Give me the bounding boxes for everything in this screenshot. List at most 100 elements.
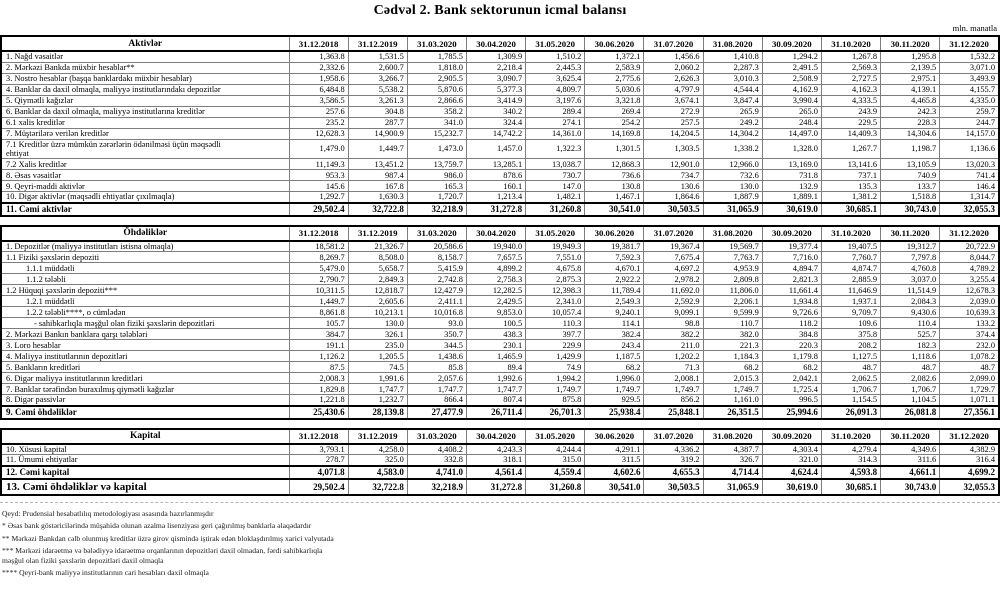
cell-value: 13,020.3: [939, 158, 1000, 171]
cell-value: 220.3: [761, 339, 822, 352]
cell-value: 10,016.8: [406, 306, 467, 319]
table-row: 7. Müştərilərə verilən kreditlər 12,628.3…: [0, 127, 1000, 140]
cell-value: 1,363.8: [288, 50, 349, 63]
cell-value: 1,205.5: [347, 350, 408, 363]
cell-value: 232.0: [939, 339, 1000, 352]
cell-value: 1,438.6: [406, 350, 467, 363]
table-row: 1.2.1 müddətli 1,449.7 2,605.6 2,411.1 2,429…: [0, 295, 1000, 308]
cell-value: 1,473.0: [406, 138, 467, 160]
footnote: *** Mərkəzi idarəetmə və bələdiyyə idarə…: [2, 546, 323, 565]
cell-value: 25,848.1: [643, 404, 704, 420]
cell-value: 1,078.2: [939, 350, 1000, 363]
row-label: 3. Nostro hesablar (başqa banklardakı mü…: [0, 72, 290, 85]
cell-value: 4,561.4: [465, 464, 527, 480]
cell-value: 5,479.0: [288, 262, 349, 275]
cell-value: 2,975.1: [880, 72, 941, 85]
column-header-date: 31.12.2020: [939, 427, 1000, 445]
cell-value: 31,260.8: [525, 477, 586, 496]
cell-value: 1,198.7: [880, 138, 941, 160]
column-header-date: 31.03.2020: [406, 427, 467, 445]
cell-value: 13,169.0: [761, 158, 822, 171]
table-row: 5. Qiymətli kağızlar 3,586.5 3,261.3 2,866.…: [0, 94, 1000, 107]
column-header-date: 31.12.2018: [288, 427, 349, 445]
cell-value: 2,429.5: [465, 295, 527, 308]
cell-value: 1,410.8: [702, 50, 763, 63]
cell-value: 1,267.7: [820, 138, 882, 160]
cell-value: 2,742.8: [406, 273, 467, 286]
cell-value: 12,818.7: [347, 284, 408, 297]
table-row: 1.1 Fiziki şəxslərin depoziti 8,269.7 8,50…: [0, 251, 1000, 264]
table-row: 9. Cəmi öhdəliklər 25,430.6 28,139.8 27,477…: [0, 404, 1000, 420]
cell-value: 4,809.7: [525, 83, 586, 96]
cell-value: 109.6: [820, 317, 882, 330]
cell-value: 27,477.9: [406, 404, 467, 420]
cell-value: 71.3: [643, 361, 704, 374]
cell-value: 1,991.6: [347, 372, 408, 385]
cell-value: 374.4: [939, 328, 1000, 341]
cell-value: 340.2: [465, 105, 527, 118]
cell-value: 32,722.8: [347, 201, 408, 217]
row-label: 6. Digər maliyyə institutlarının kreditl…: [0, 372, 290, 385]
cell-value: 10,057.4: [525, 306, 586, 319]
cell-value: 2,727.5: [820, 72, 882, 85]
cell-value: 1,747.7: [465, 383, 527, 396]
cell-value: 10,311.5: [288, 284, 349, 297]
cell-value: 15,232.7: [406, 127, 467, 140]
cell-value: 1,465.9: [465, 350, 527, 363]
cell-value: 30,503.5: [643, 477, 704, 496]
cell-value: 4,303.4: [761, 443, 822, 456]
cell-value: 1,328.0: [761, 138, 822, 160]
cell-value: 93.0: [406, 317, 467, 330]
cell-value: 2,885.9: [820, 273, 882, 286]
column-header-date: 31.05.2020: [525, 224, 586, 242]
cell-value: 1,232.7: [347, 394, 408, 407]
cell-value: 525.7: [880, 328, 941, 341]
cell-value: 19,407.5: [820, 240, 882, 253]
cell-value: 8,044.7: [939, 251, 1000, 264]
cell-value: 4,670.1: [584, 262, 645, 275]
column-header-date: 31.12.2019: [347, 35, 408, 52]
cell-value: 4,071.8: [288, 464, 349, 480]
cell-value: 1,889.1: [761, 191, 822, 204]
cell-value: 2,411.1: [406, 295, 467, 308]
cell-value: 2,626.3: [643, 72, 704, 85]
column-header-date: 31.05.2020: [525, 35, 586, 52]
cell-value: 5,658.7: [347, 262, 408, 275]
column-header-date: 31.07.2020: [643, 427, 704, 445]
cell-value: 358.2: [406, 105, 467, 118]
table-row: 1.1.1 müddətli 5,479.0 5,658.7 5,415.9 4,899…: [0, 262, 1000, 275]
column-header-date: 31.07.2020: [643, 35, 704, 52]
row-label: 11. Ümumi ehtiyatlar: [0, 454, 290, 467]
cell-value: 244.7: [939, 116, 1000, 129]
row-label: 13. Cəmi öhdəliklər və kapital: [0, 477, 290, 496]
column-header-date: 31.08.2020: [702, 427, 763, 445]
row-label: 1.1 Fiziki şəxslərin depoziti: [0, 251, 290, 264]
cell-value: 350.7: [406, 328, 467, 341]
cell-value: 5,377.3: [465, 83, 527, 96]
cell-value: 29,502.4: [288, 201, 349, 217]
cell-value: 4,699.2: [939, 464, 1000, 480]
cell-value: 2,332.6: [288, 61, 349, 74]
cell-value: 10,639.3: [939, 306, 1000, 319]
table-row: 6.1 xalis kreditlər 235.2 287.7 341.0 324.4 2…: [0, 116, 1000, 129]
cell-value: 1,937.1: [820, 295, 882, 308]
table-row: 7. Banklar tərəfindən buraxılmış qiymətl…: [0, 383, 1000, 396]
cell-value: 167.8: [347, 180, 408, 193]
cell-value: 8,158.7: [406, 251, 467, 264]
cell-value: 27,356.1: [939, 404, 1000, 420]
footnote: * Əsas bank göstəricilərində müşahidə ol…: [2, 521, 312, 531]
cell-value: 12,966.0: [702, 158, 763, 171]
cell-value: 114.1: [584, 317, 645, 330]
cell-value: 878.6: [465, 169, 527, 182]
cell-value: 4,335.0: [939, 94, 1000, 107]
cell-value: 48.7: [820, 361, 882, 374]
cell-value: 1,136.6: [939, 138, 1000, 160]
table-row: 1. Depozitlər (maliyyə institutları isti…: [0, 240, 1000, 253]
cell-value: 1,457.0: [465, 138, 527, 160]
cell-value: 2,821.3: [761, 273, 822, 286]
row-label: 5. Bankların kreditləri: [0, 361, 290, 374]
cell-value: 8,508.0: [347, 251, 408, 264]
cell-value: 11,514.9: [880, 284, 941, 297]
cell-value: 1,887.9: [702, 191, 763, 204]
cell-value: 1,829.8: [288, 383, 349, 396]
